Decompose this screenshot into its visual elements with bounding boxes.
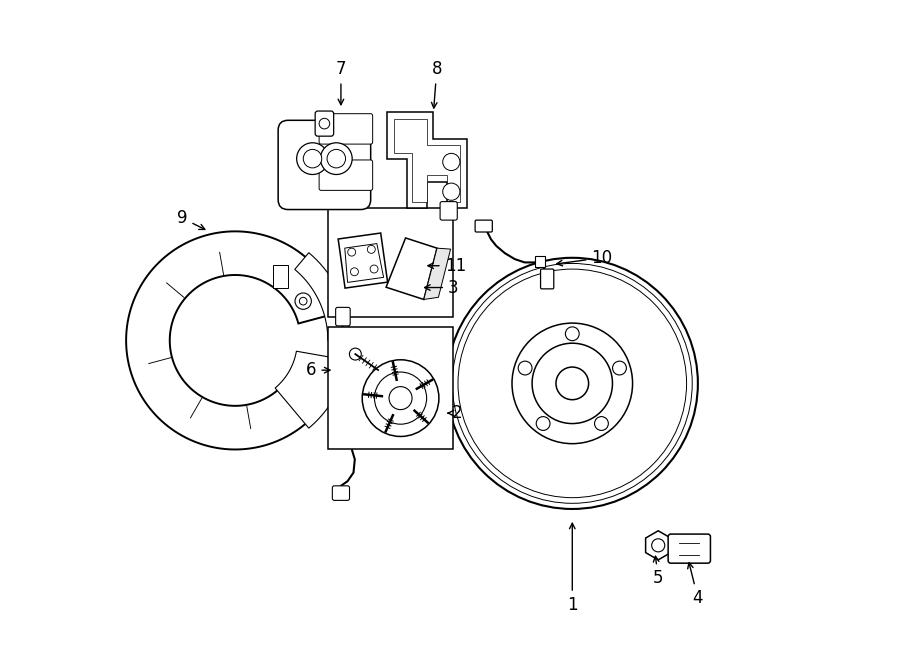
Circle shape [374, 372, 427, 424]
Text: 1: 1 [567, 524, 578, 614]
Polygon shape [386, 238, 437, 299]
Polygon shape [275, 351, 348, 428]
FancyBboxPatch shape [440, 202, 457, 220]
Circle shape [512, 323, 633, 444]
Circle shape [595, 416, 608, 430]
Circle shape [453, 264, 692, 503]
Polygon shape [126, 231, 340, 449]
FancyBboxPatch shape [668, 534, 710, 563]
Bar [274, 265, 288, 288]
Polygon shape [345, 244, 383, 282]
Circle shape [320, 143, 352, 175]
Circle shape [536, 416, 550, 430]
FancyBboxPatch shape [541, 269, 554, 289]
Text: 7: 7 [336, 60, 346, 104]
Circle shape [613, 361, 626, 375]
Circle shape [350, 268, 358, 276]
Bar [328, 327, 454, 449]
Circle shape [297, 143, 328, 175]
Circle shape [389, 387, 412, 410]
Circle shape [367, 245, 375, 253]
Circle shape [556, 367, 589, 400]
Text: 2: 2 [448, 404, 462, 422]
Bar [328, 208, 454, 317]
Circle shape [652, 539, 665, 552]
Polygon shape [338, 233, 388, 288]
Circle shape [295, 293, 311, 309]
FancyBboxPatch shape [336, 307, 350, 326]
Polygon shape [394, 119, 460, 202]
Text: 10: 10 [557, 249, 613, 267]
Circle shape [349, 348, 361, 360]
Polygon shape [424, 248, 451, 299]
Circle shape [347, 248, 356, 256]
Circle shape [362, 360, 439, 436]
Circle shape [532, 343, 613, 424]
Text: 5: 5 [653, 556, 663, 588]
Text: 6: 6 [306, 361, 330, 379]
Circle shape [327, 149, 346, 168]
Text: 4: 4 [688, 563, 703, 607]
Polygon shape [387, 112, 466, 208]
Polygon shape [645, 531, 670, 560]
Circle shape [303, 149, 322, 168]
Circle shape [300, 297, 307, 305]
Bar [535, 256, 545, 267]
Text: 11: 11 [428, 256, 466, 275]
Text: 9: 9 [177, 209, 205, 229]
FancyBboxPatch shape [475, 220, 492, 232]
Circle shape [565, 327, 580, 340]
Circle shape [446, 258, 698, 509]
Circle shape [370, 265, 378, 273]
Circle shape [443, 153, 460, 171]
Circle shape [443, 183, 460, 200]
Text: 8: 8 [431, 60, 442, 108]
Polygon shape [295, 253, 350, 340]
Circle shape [320, 118, 329, 129]
FancyBboxPatch shape [320, 160, 373, 190]
Circle shape [458, 269, 687, 498]
FancyBboxPatch shape [315, 111, 334, 136]
FancyBboxPatch shape [278, 120, 371, 210]
Circle shape [518, 361, 532, 375]
FancyBboxPatch shape [332, 486, 349, 500]
FancyBboxPatch shape [320, 114, 373, 144]
Text: 3: 3 [425, 278, 459, 297]
